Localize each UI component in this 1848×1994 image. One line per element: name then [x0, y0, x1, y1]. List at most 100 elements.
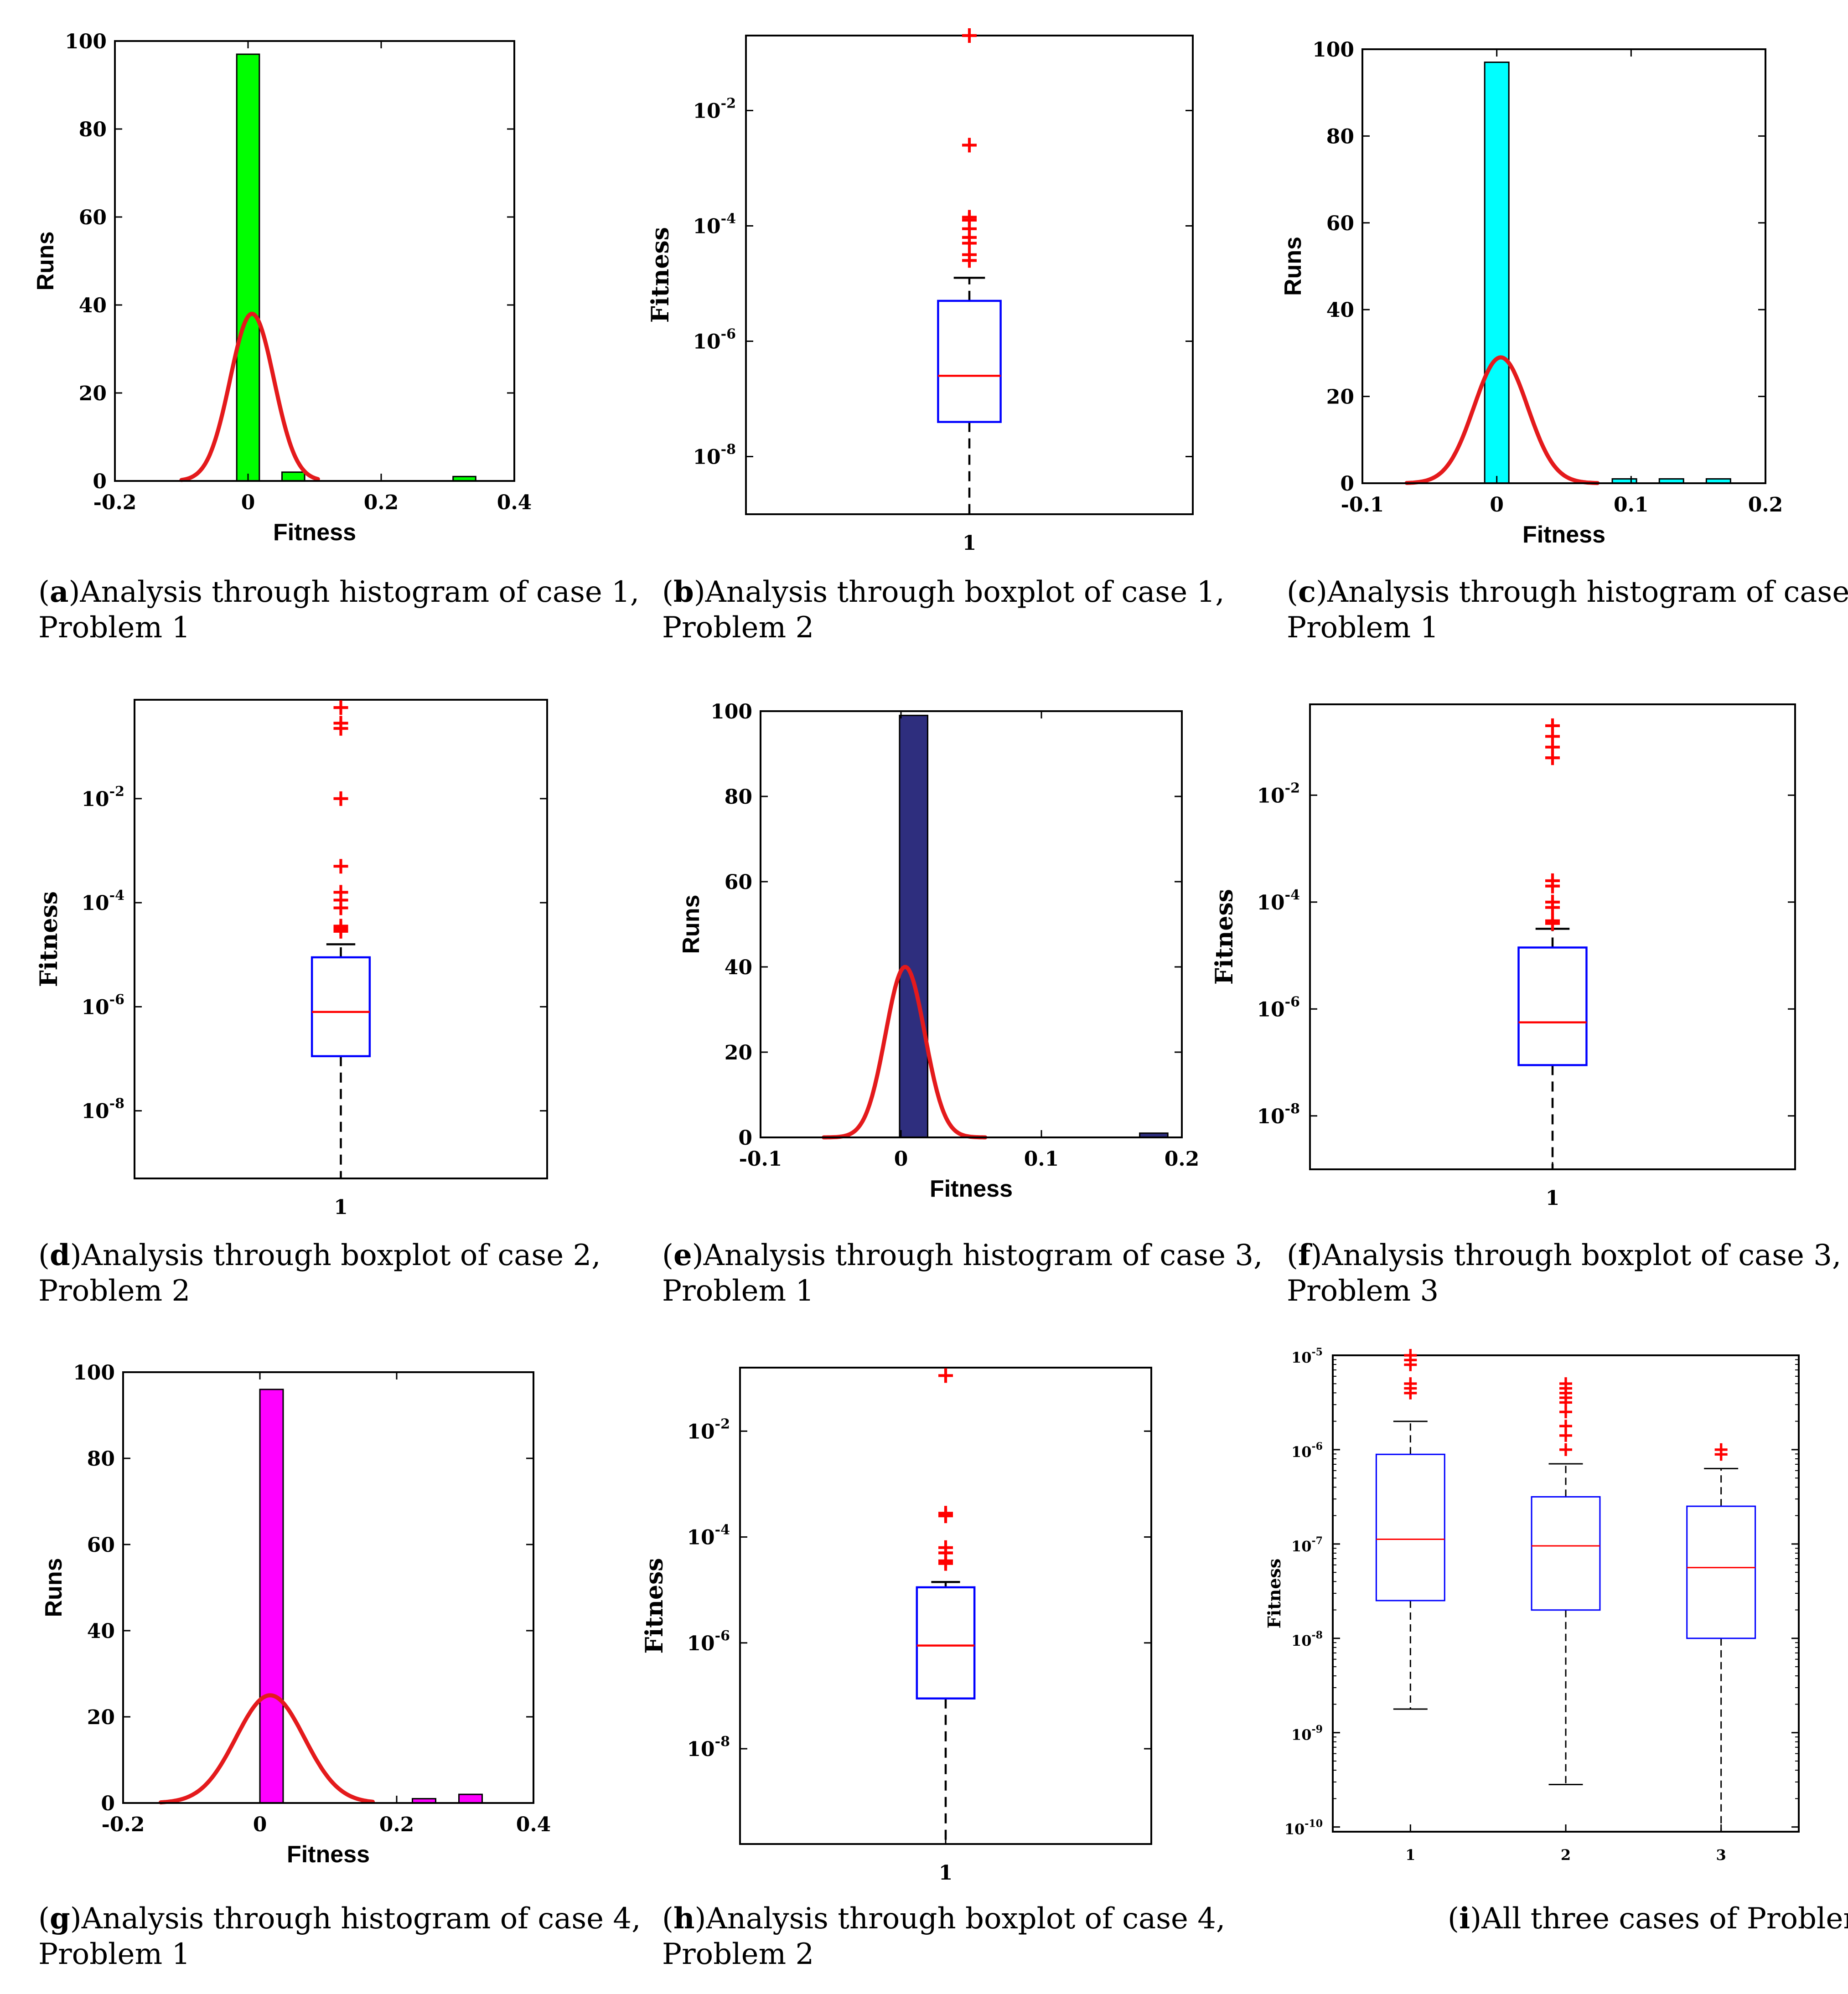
- y-tick-label: 100: [73, 1361, 115, 1384]
- x-tick-label: 2: [1561, 1846, 1571, 1864]
- y-tick-base: 10: [687, 1420, 714, 1443]
- caption-label: g: [50, 1901, 70, 1936]
- y-tick-label: 10-8: [1257, 1101, 1300, 1128]
- y-axis-label: Runs: [678, 895, 704, 954]
- y-tick-exponent: -8: [715, 1734, 730, 1750]
- caption-paren-open: (: [662, 1239, 673, 1272]
- axes-frame: [760, 710, 1183, 1138]
- outlier-marker: [333, 700, 348, 715]
- box-iqr: [311, 956, 371, 1058]
- y-tick-label: 10-2: [687, 1416, 730, 1443]
- histogram-bar: [1484, 62, 1510, 484]
- y-axis-label: Fitness: [35, 891, 63, 987]
- caption-label: i: [1459, 1901, 1470, 1936]
- x-tick-label: 0.2: [379, 1813, 414, 1836]
- y-tick-exponent: -6: [1285, 994, 1300, 1010]
- y-tick-label: 10-8: [1291, 1629, 1323, 1649]
- box-iqr: [1517, 946, 1588, 1066]
- y-tick-label: 100: [1312, 38, 1354, 62]
- y-tick-label: 60: [87, 1534, 115, 1557]
- histogram-bar: [259, 1389, 284, 1804]
- y-tick-base: 10: [1284, 1821, 1305, 1838]
- y-tick-label: 40: [79, 294, 107, 317]
- y-tick-label: 60: [79, 206, 107, 229]
- outlier-marker: [333, 885, 348, 900]
- y-tick-label: 40: [87, 1620, 115, 1643]
- y-tick-label: 20: [87, 1706, 115, 1729]
- outlier-marker: [333, 859, 348, 874]
- box-iqr: [1531, 1496, 1601, 1611]
- outlier-marker: [1545, 718, 1560, 733]
- caption-label: a: [50, 575, 68, 609]
- caption-paren-open: (: [1287, 1239, 1298, 1272]
- caption-line-1: (i)All three cases of Problem 3: [1448, 1901, 1848, 1936]
- y-tick-base: 10: [1291, 1349, 1312, 1366]
- x-tick-label: -0.1: [739, 1147, 782, 1171]
- y-tick-exponent: -8: [1312, 1629, 1323, 1641]
- caption-paren-open: (: [1448, 1902, 1459, 1936]
- caption-paren-close: ): [692, 1239, 704, 1272]
- histogram-bar: [281, 471, 305, 482]
- y-tick-exponent: -5: [1312, 1346, 1323, 1358]
- y-tick-label: 10-5: [1291, 1346, 1323, 1366]
- y-tick-label: 10-10: [1284, 1818, 1323, 1838]
- caption-text: Analysis through boxplot of case 2,: [81, 1239, 601, 1272]
- box-iqr: [1686, 1505, 1756, 1639]
- y-tick-label: 80: [1326, 125, 1354, 148]
- y-tick-label: 10-4: [1257, 887, 1300, 914]
- y-tick-label: 10-6: [1291, 1441, 1323, 1461]
- y-tick-label: 20: [1326, 386, 1354, 409]
- x-tick-label: 1: [1546, 1187, 1560, 1210]
- caption-label: d: [50, 1238, 70, 1272]
- y-tick-base: 10: [693, 330, 720, 353]
- caption-line-2: Problem 1: [662, 1274, 814, 1308]
- y-tick-exponent: -4: [721, 211, 736, 227]
- outlier-marker: [938, 1506, 953, 1521]
- y-tick-label: 60: [725, 871, 752, 894]
- axes-frame: [1361, 48, 1766, 484]
- caption-line-1: (a)Analysis through histogram of case 1,: [38, 575, 639, 609]
- caption-text: Analysis through boxplot of case 1,: [705, 575, 1225, 609]
- y-tick-label: 80: [79, 118, 107, 141]
- y-tick-exponent: -2: [1285, 780, 1300, 796]
- y-axis-label: Fitness: [1211, 889, 1238, 985]
- caption-line-1: (b)Analysis through boxplot of case 1,: [662, 575, 1225, 609]
- y-tick-base: 10: [81, 892, 109, 915]
- y-tick-label: 10-7: [1291, 1535, 1323, 1555]
- outlier-marker: [938, 1368, 953, 1383]
- y-tick-base: 10: [1291, 1726, 1312, 1744]
- y-tick-label: 10-8: [81, 1096, 124, 1123]
- x-tick-label: 0.4: [516, 1813, 551, 1836]
- y-tick-label: 20: [79, 382, 107, 405]
- outlier-marker: [1545, 873, 1560, 888]
- outlier-marker: [333, 791, 348, 806]
- y-tick-base: 10: [687, 1526, 714, 1550]
- caption-paren-open: (: [1287, 575, 1298, 609]
- outlier-marker: [962, 210, 977, 225]
- normal-fit-curve: [179, 311, 320, 482]
- histogram-bar: [236, 53, 260, 482]
- y-tick-exponent: -6: [109, 992, 124, 1007]
- y-tick-base: 10: [687, 1738, 714, 1761]
- y-tick-label: 20: [725, 1041, 752, 1064]
- x-tick-label: -0.2: [93, 491, 137, 514]
- x-tick-label: 0.2: [1165, 1147, 1200, 1171]
- histogram-bar: [899, 714, 929, 1138]
- caption-line-1: (d)Analysis through boxplot of case 2,: [38, 1238, 601, 1272]
- x-tick-label: 0: [253, 1813, 267, 1836]
- caption-line-2: Problem 1: [1287, 611, 1439, 645]
- caption-label: f: [1298, 1238, 1312, 1272]
- caption-line-1: (c)Analysis through histogram of case 2,: [1287, 575, 1848, 609]
- caption-line-2: Problem 2: [662, 1937, 814, 1971]
- caption-paren-open: (: [662, 575, 673, 609]
- y-tick-base: 10: [1291, 1443, 1312, 1461]
- y-tick-exponent: -6: [715, 1628, 730, 1644]
- y-axis-label: Runs: [41, 1558, 67, 1617]
